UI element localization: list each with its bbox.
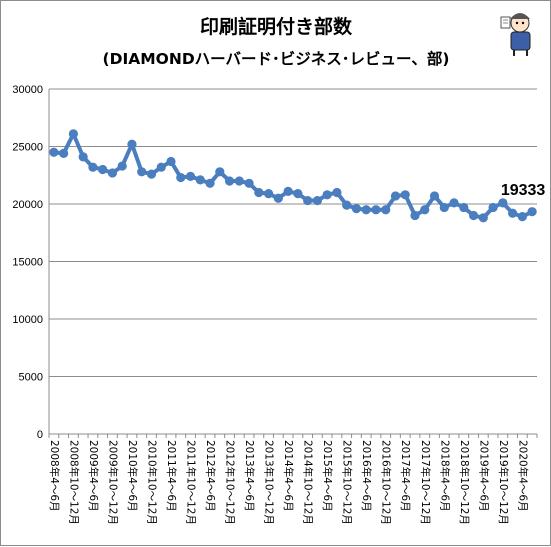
- x-tick-label: 2008年4～6月: [48, 440, 61, 512]
- x-tick-label: 2012年4～6月: [204, 440, 217, 512]
- data-point: [273, 193, 283, 203]
- data-point: [312, 195, 322, 206]
- data-point: [488, 202, 498, 213]
- x-axis-ticks: 2008年4～6月 2008年10～12月 2009年4～6月 2009年10～12月…: [48, 440, 529, 525]
- x-tick-label: 2010年10～12月: [145, 440, 158, 525]
- data-point: [478, 213, 488, 223]
- data-point: [429, 191, 440, 201]
- x-tick-label: 2016年4～6月: [360, 440, 373, 512]
- data-point: [439, 202, 449, 213]
- x-tick-label: 2014年4～6月: [282, 440, 295, 512]
- data-point: [303, 195, 313, 206]
- x-tick-label: 2019年10～12月: [497, 440, 510, 525]
- data-labels: 19333: [501, 182, 546, 199]
- data-point: [68, 129, 78, 139]
- data-point: [234, 176, 244, 186]
- x-tick-label: 2013年4～6月: [243, 440, 256, 512]
- x-tick-label: 2009年4～6月: [87, 440, 100, 512]
- data-point: [244, 178, 254, 188]
- y-tick-label: 30000: [12, 84, 43, 96]
- x-tick-label: 2013年10～12月: [263, 440, 276, 525]
- data-point: [527, 207, 537, 217]
- data-point: [381, 205, 391, 215]
- x-tick-label: 2020年4～6月: [516, 440, 529, 512]
- data-point: [420, 205, 430, 215]
- x-tick-label: 2010年4～6月: [126, 440, 139, 512]
- x-tick-label: 2011年4～6月: [165, 440, 178, 512]
- y-tick-label: 15000: [12, 257, 43, 269]
- axes: [48, 89, 538, 438]
- y-tick-label: 5000: [19, 372, 43, 384]
- x-tick-label: 2016年10～12月: [380, 440, 393, 525]
- data-point: [78, 152, 88, 162]
- data-point: [205, 178, 215, 188]
- data-point: [508, 208, 518, 218]
- y-tick-label: 20000: [12, 199, 43, 211]
- data-point: [176, 172, 186, 183]
- chart-subtitle: (DIAMONDハーバード･ビジネス･レビュー、部): [103, 49, 450, 68]
- x-tick-label: 2019年4～6月: [477, 440, 490, 512]
- data-point: [283, 186, 293, 196]
- data-point: [459, 202, 469, 213]
- data-point: [166, 156, 176, 167]
- x-tick-label: 2008年10～12月: [67, 440, 80, 525]
- mascot-icon: [500, 13, 531, 56]
- data-point: [498, 198, 508, 208]
- data-point: [146, 169, 157, 179]
- data-point: [215, 167, 225, 177]
- x-tick-label: 2015年10～12月: [341, 440, 354, 525]
- data-point: [49, 147, 59, 157]
- data-point: [332, 187, 342, 198]
- x-tick-label: 2009年10～12月: [106, 440, 119, 525]
- x-tick-label: 2017年10～12月: [419, 440, 432, 525]
- data-point: [59, 148, 69, 158]
- data-point: [322, 190, 332, 200]
- data-point: [98, 164, 108, 175]
- x-tick-label: 2017年4～6月: [399, 440, 412, 512]
- data-point: [517, 212, 527, 222]
- data-point: [342, 200, 352, 210]
- y-tick-label: 0: [37, 429, 43, 441]
- y-tick-label: 25000: [12, 142, 43, 154]
- series-layer: [49, 129, 537, 223]
- x-tick-label: 2012年10～12月: [224, 440, 237, 525]
- data-point: [390, 191, 401, 201]
- data-point: [185, 171, 196, 181]
- data-point: [156, 162, 166, 172]
- data-point: [361, 205, 371, 215]
- data-point: [127, 139, 137, 149]
- data-point: [410, 210, 420, 221]
- data-point: [449, 198, 459, 208]
- x-tick-label: 2014年10～12月: [302, 440, 315, 525]
- y-axis-ticks: 0 5000 10000 15000 20000 25000 30000: [12, 84, 43, 441]
- data-point: [137, 167, 147, 177]
- data-point: [224, 176, 235, 186]
- data-label: 19333: [501, 182, 546, 199]
- x-tick-label: 2018年10～12月: [458, 440, 471, 525]
- data-point: [107, 168, 118, 178]
- data-point: [117, 161, 127, 171]
- data-point: [400, 190, 410, 200]
- data-point: [351, 204, 362, 214]
- gridlines: [49, 88, 537, 377]
- data-point: [468, 210, 479, 221]
- data-point: [264, 189, 274, 199]
- x-tick-label: 2015年4～6月: [321, 440, 334, 512]
- x-tick-label: 2011年10～12月: [185, 440, 198, 525]
- data-point: [195, 175, 205, 185]
- data-point: [88, 162, 98, 172]
- x-tick-label: 2018年4～6月: [438, 440, 451, 512]
- data-point: [293, 189, 303, 199]
- data-point: [371, 205, 381, 215]
- data-point: [254, 187, 264, 198]
- chart-title: 印刷証明付き部数: [200, 15, 353, 38]
- y-tick-label: 10000: [12, 314, 43, 326]
